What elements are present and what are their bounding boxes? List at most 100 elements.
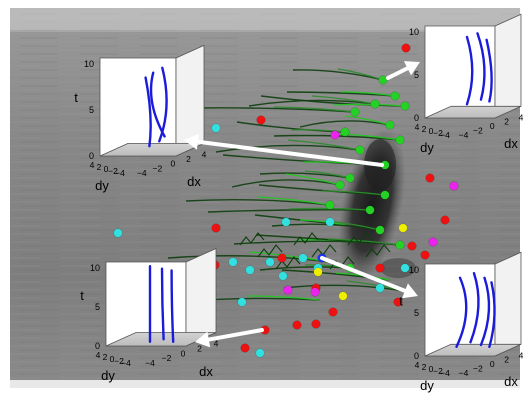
arrow-shaft: [195, 139, 384, 167]
dx-axis-label: dx: [187, 174, 201, 189]
green-point: [375, 225, 385, 235]
short-trajectory: [347, 232, 373, 246]
dx-tick-label: −2: [473, 364, 483, 374]
green-point: [390, 91, 400, 101]
white-arrow: [195, 328, 264, 348]
trajectory-line: [231, 179, 341, 188]
trajectory-line-tail: [299, 219, 346, 226]
red-point: [407, 241, 417, 251]
dy-tick-label: 0: [429, 126, 434, 136]
red-point: [328, 307, 338, 317]
tracked-points: [113, 43, 505, 358]
dx-tick-label: 4: [214, 339, 219, 349]
green-point: [340, 127, 350, 137]
cyan-point: [400, 263, 410, 273]
green-point: [335, 180, 345, 190]
white-arrows: [184, 61, 420, 348]
dy-axis-label: dy: [101, 368, 115, 383]
dy-tick-label: 4: [96, 350, 101, 360]
red-point: [277, 253, 287, 263]
t-tick-label: 0: [414, 113, 419, 123]
inset-trajectory-curve: [160, 267, 165, 341]
inset-trajectory-curve: [485, 38, 493, 103]
dx-tick-label: −4: [137, 168, 147, 178]
inset-trajectory-curve: [476, 32, 486, 101]
red-point: [440, 215, 450, 225]
dx-axis-label: dx: [504, 374, 518, 389]
magenta-point: [310, 287, 320, 297]
trajectory-line-tail: [321, 190, 386, 196]
green-point: [345, 173, 355, 183]
cyan-point: [245, 265, 255, 275]
short-trajectory: [365, 244, 391, 258]
dy-tick-label: 4: [415, 360, 420, 370]
t-tick-label: 5: [95, 302, 100, 312]
dy-tick-label: 0: [429, 364, 434, 374]
red-point: [420, 250, 430, 260]
trajectory-line-tail: [285, 173, 341, 186]
green-point: [370, 99, 380, 109]
trajectory-line-tail: [247, 295, 321, 301]
dx-tick-label: 0: [490, 359, 495, 369]
dy-tick-label: 2: [97, 162, 102, 172]
magenta-point: [449, 181, 459, 191]
white-arrow: [320, 256, 418, 299]
trajectory-line: [283, 284, 411, 293]
magenta-point: [330, 130, 340, 140]
red-point: [292, 320, 302, 330]
inset-trajectory-curve: [488, 281, 496, 348]
dx-tick-label: 2: [504, 355, 509, 365]
arrow-head: [402, 283, 418, 299]
trajectory-line-tail: [273, 106, 356, 113]
green-point: [325, 200, 335, 210]
green-point: [385, 120, 395, 130]
arrow-shaft: [206, 328, 264, 342]
trajectory-line: [286, 91, 396, 97]
dy-tick-label: −2: [433, 366, 443, 376]
red-point: [375, 263, 385, 273]
green-point: [395, 135, 405, 145]
trajectory-line: [248, 99, 376, 107]
dy-tick-label: −4: [440, 368, 450, 378]
green-point: [395, 240, 405, 250]
t-tick-label: 0: [414, 351, 419, 361]
t-axis-label: t: [399, 293, 403, 308]
arrow-shaft: [320, 256, 407, 293]
cyan-point: [281, 217, 291, 227]
red-point: [393, 297, 403, 307]
yellow-point: [313, 267, 323, 277]
t-axis-label: t: [74, 90, 78, 105]
cyan-point: [375, 283, 385, 293]
red-point: [401, 43, 411, 53]
dy-tick-label: 2: [103, 352, 108, 362]
cyan-point: [298, 253, 308, 263]
t-tick-label: 0: [95, 341, 100, 351]
dy-tick-label: −2: [433, 128, 443, 138]
trajectory-lines: [167, 68, 411, 303]
dy-tick-label: 0: [104, 164, 109, 174]
trajectory-line-tail: [311, 95, 376, 105]
dy-axis-label: dy: [95, 178, 109, 193]
trajectory-line: [167, 255, 331, 263]
red-point: [311, 319, 321, 329]
magenta-point: [428, 237, 438, 247]
cyan-point: [228, 257, 238, 267]
dy-tick-label: 0: [110, 354, 115, 364]
inset-side-wall: [494, 13, 522, 119]
dx-tick-label: −2: [162, 353, 172, 363]
inset-trajectory-curve: [469, 272, 480, 344]
short-trajectory: [293, 232, 319, 246]
trajectory-line: [299, 120, 391, 128]
yellow-point: [338, 291, 348, 301]
trajectory-line: [192, 107, 356, 113]
dx-tick-label: 0: [490, 121, 495, 131]
dx-tick-label: −4: [459, 130, 469, 140]
t-tick-label: 0: [89, 151, 94, 161]
dy-tick-label: −2: [108, 166, 118, 176]
trajectory-line-tail: [332, 103, 406, 107]
short-trajectory: [275, 256, 301, 270]
